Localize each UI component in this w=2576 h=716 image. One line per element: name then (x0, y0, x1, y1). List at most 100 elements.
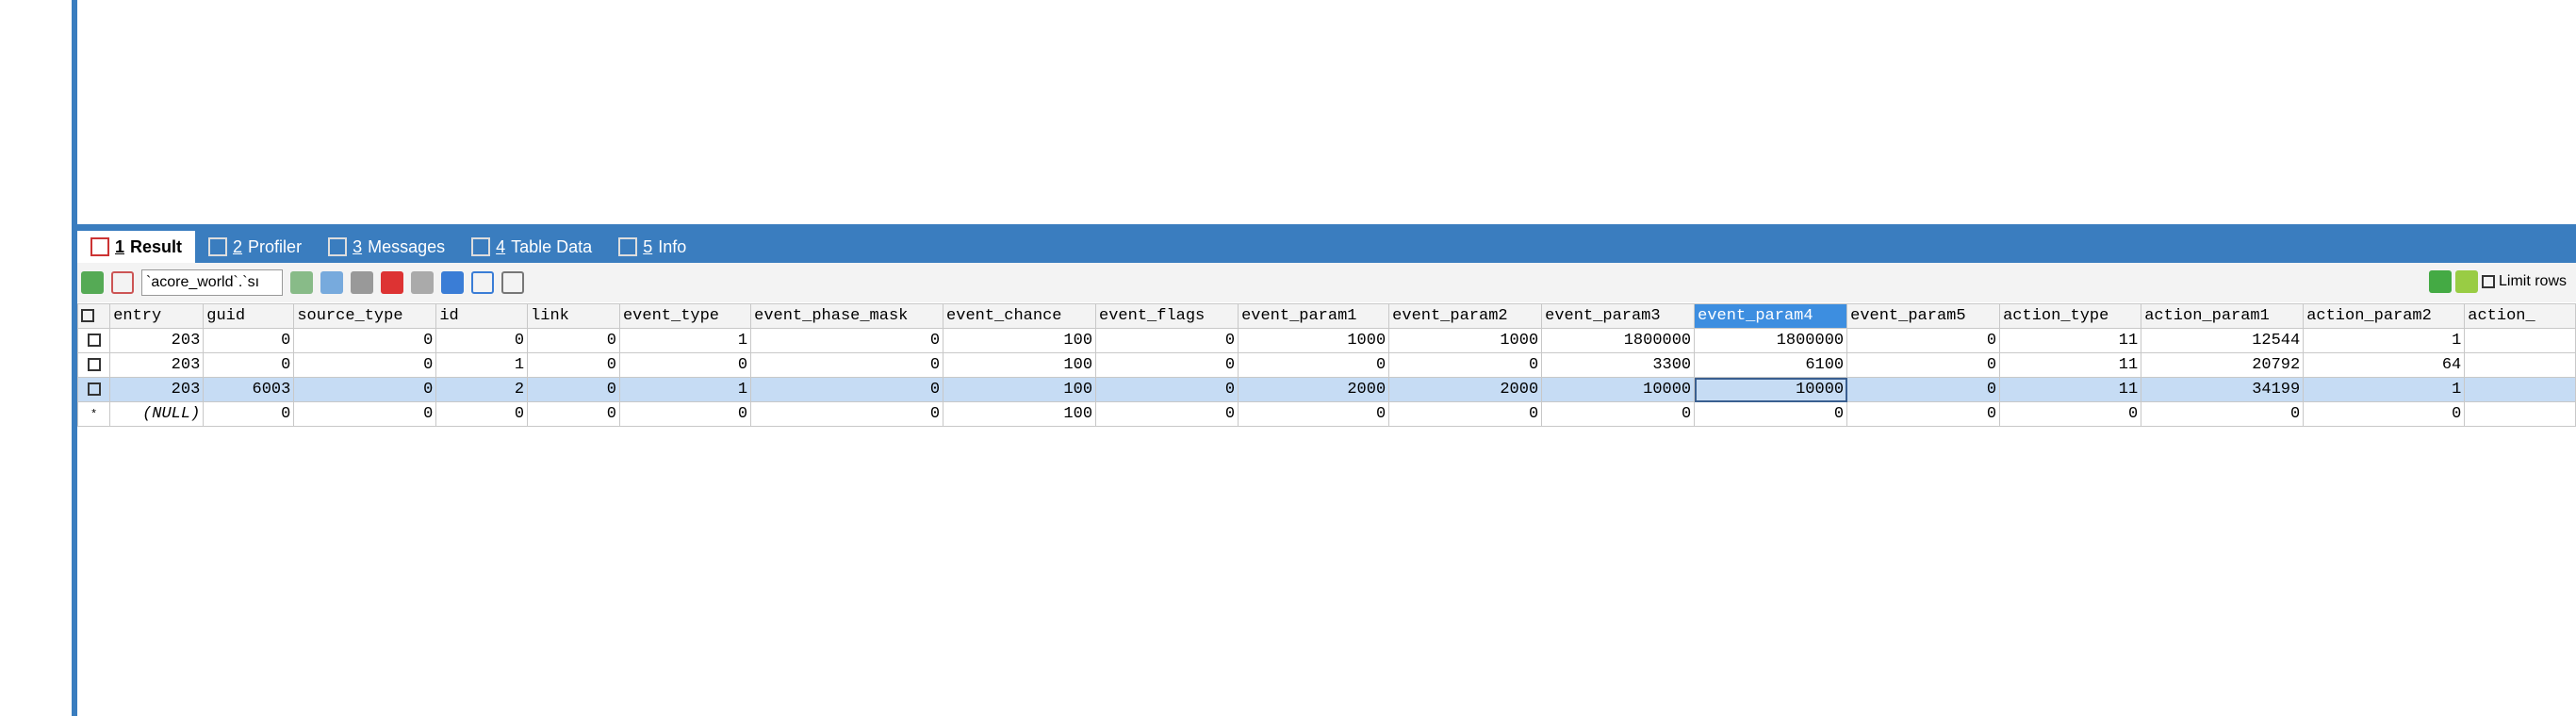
cell[interactable]: 0 (527, 377, 620, 402)
column-header[interactable]: event_param2 (1388, 303, 1543, 329)
cell[interactable]: 1000 (1388, 328, 1543, 353)
cell[interactable]: 0 (1095, 377, 1239, 402)
cell[interactable]: 0 (293, 401, 437, 427)
cell[interactable]: 1000 (1238, 328, 1390, 353)
cell[interactable]: 0 (1388, 401, 1543, 427)
checkbox[interactable] (87, 333, 101, 347)
cell[interactable]: 100 (943, 401, 1097, 427)
cell[interactable]: 0 (293, 352, 437, 378)
cell[interactable]: 0 (1999, 401, 2142, 427)
cell[interactable]: 0 (1095, 352, 1239, 378)
form-view[interactable] (471, 271, 494, 294)
cell[interactable]: 0 (203, 328, 295, 353)
column-header[interactable]: action_type (1999, 303, 2142, 329)
add-row[interactable] (81, 271, 104, 294)
cell[interactable]: 0 (527, 352, 620, 378)
cell[interactable]: 100 (943, 328, 1097, 353)
insert[interactable] (290, 271, 313, 294)
cell[interactable]: 0 (2141, 401, 2305, 427)
column-header[interactable]: event_flags (1095, 303, 1239, 329)
cell[interactable]: 0 (1846, 401, 2001, 427)
column-header[interactable]: id (435, 303, 529, 329)
cell[interactable]: 1 (2303, 377, 2466, 402)
cell[interactable]: 0 (1095, 328, 1239, 353)
cell[interactable]: 6003 (203, 377, 295, 402)
cell[interactable]: 12544 (2141, 328, 2305, 353)
cell[interactable]: 0 (293, 377, 437, 402)
cell[interactable]: 0 (527, 401, 620, 427)
column-header[interactable]: event_phase_mask (750, 303, 944, 329)
cell[interactable]: 20792 (2141, 352, 2305, 378)
checkbox[interactable] (87, 357, 101, 371)
cell[interactable]: 11 (1999, 377, 2142, 402)
column-header[interactable]: entry (109, 303, 205, 329)
cell[interactable]: 0 (435, 328, 529, 353)
save[interactable] (351, 271, 373, 294)
grid-view[interactable] (441, 271, 464, 294)
cell[interactable]: 0 (750, 401, 944, 427)
cell[interactable]: 0 (1541, 401, 1696, 427)
cell[interactable]: 0 (1694, 401, 1848, 427)
column-header[interactable]: source_type (293, 303, 437, 329)
cell[interactable]: 0 (618, 401, 752, 427)
column-header[interactable]: event_param1 (1238, 303, 1390, 329)
checkbox[interactable] (87, 382, 101, 396)
duplicate[interactable] (320, 271, 343, 294)
cell[interactable]: 34199 (2141, 377, 2305, 402)
cell[interactable]: 64 (2303, 352, 2466, 378)
column-header[interactable]: event_type (618, 303, 752, 329)
column-header[interactable]: guid (203, 303, 295, 329)
cell[interactable]: 1 (618, 377, 752, 402)
cell[interactable]: 203 (109, 328, 205, 353)
cell[interactable]: 0 (1846, 377, 2001, 402)
cell[interactable]: 100 (943, 377, 1097, 402)
column-header[interactable]: event_chance (943, 303, 1097, 329)
cell[interactable]: 100 (943, 352, 1097, 378)
cell[interactable]: 1 (2303, 328, 2466, 353)
cell[interactable]: 0 (435, 401, 529, 427)
tab[interactable]: 5 Info (605, 231, 699, 263)
cell[interactable]: 10000 (1541, 377, 1696, 402)
cell[interactable]: 0 (1846, 328, 2001, 353)
cell[interactable]: 1 (618, 328, 752, 353)
cell[interactable]: 0 (2303, 401, 2466, 427)
column-header[interactable]: action_ (2464, 303, 2576, 329)
cell[interactable]: 2000 (1238, 377, 1390, 402)
cell[interactable]: 11 (1999, 328, 2142, 353)
cell[interactable]: 0 (527, 328, 620, 353)
cell[interactable]: 11 (1999, 352, 2142, 378)
cell[interactable]: 0 (1238, 352, 1390, 378)
cell[interactable]: 1800000 (1694, 328, 1848, 353)
tab[interactable]: 1 Result (77, 231, 196, 263)
cell[interactable]: 3300 (1541, 352, 1696, 378)
tab[interactable]: 4 Table Data (458, 231, 605, 263)
column-header[interactable]: action_param1 (2141, 303, 2305, 329)
cell[interactable]: 0 (1388, 352, 1543, 378)
cell[interactable]: 0 (1095, 401, 1239, 427)
filter[interactable] (2428, 270, 2452, 293)
delete[interactable] (381, 271, 403, 294)
limit-checkbox[interactable] (2481, 275, 2495, 288)
checkbox[interactable] (81, 308, 94, 322)
tab[interactable]: 2 Profiler (195, 231, 315, 263)
cell[interactable]: 0 (203, 352, 295, 378)
table-select[interactable]: `acore_world`.`sı (141, 269, 283, 296)
column-header[interactable]: link (527, 303, 620, 329)
cell[interactable]: 0 (618, 352, 752, 378)
menu[interactable] (111, 271, 134, 294)
cell[interactable]: 6100 (1694, 352, 1848, 378)
cancel[interactable] (411, 271, 434, 294)
cell[interactable]: 0 (750, 352, 944, 378)
cell[interactable]: 1800000 (1541, 328, 1696, 353)
cell[interactable]: 2 (435, 377, 529, 402)
cell[interactable]: 203 (109, 352, 205, 378)
cell[interactable]: 1 (435, 352, 529, 378)
text-view[interactable] (501, 271, 524, 294)
cell[interactable]: 10000 (1694, 377, 1848, 402)
column-header[interactable]: event_param4 (1694, 303, 1848, 329)
cell[interactable]: 0 (1238, 401, 1390, 427)
cell[interactable]: 2000 (1388, 377, 1543, 402)
cell[interactable]: 203 (109, 377, 205, 402)
tab[interactable]: 3 Messages (315, 231, 458, 263)
cell[interactable]: 0 (750, 377, 944, 402)
